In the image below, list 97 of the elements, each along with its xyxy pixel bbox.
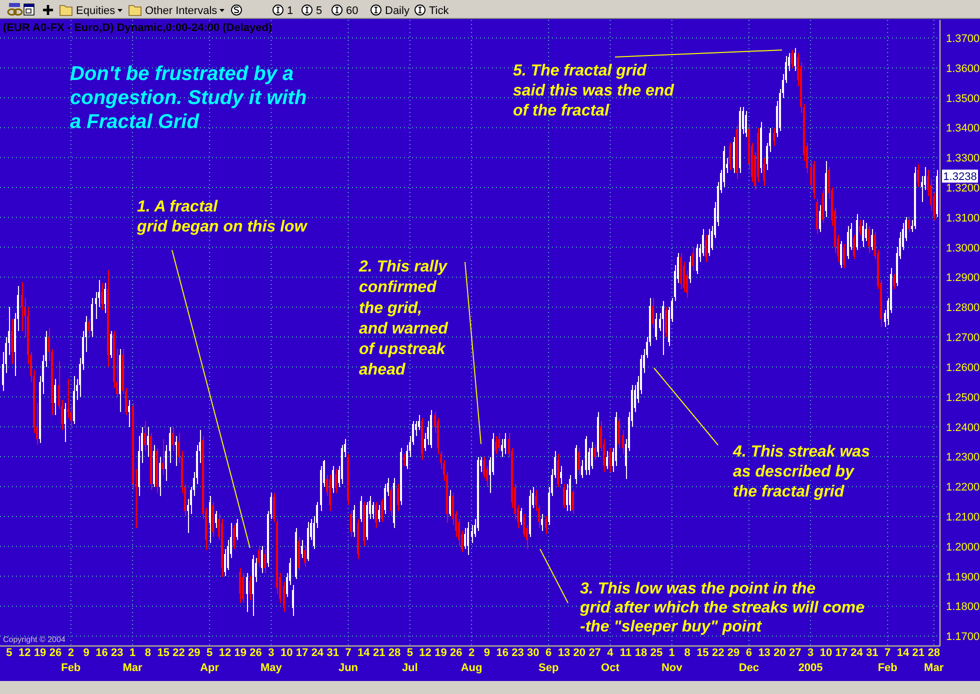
x-tick-label: 14 — [896, 647, 910, 659]
text: Don't be frustrated by a congestion. Study it with a Fractal Grid — [70, 63, 307, 133]
x-tick-label: 17 — [835, 647, 848, 659]
annotation: Copyright © 2004 — [3, 635, 66, 644]
x-tick-label: 9 — [83, 647, 90, 659]
annotation: 1.3238 — [943, 171, 977, 184]
text: Equities — [76, 5, 116, 17]
x-tick-label: 13 — [558, 647, 570, 659]
x-tick-label: 26 — [250, 647, 262, 659]
x-tick-label: 6 Sep — [538, 647, 559, 674]
x-tick-label: 1 Nov — [661, 647, 684, 674]
x-tick-label: 27 — [588, 647, 601, 659]
x-tick-label: 19 — [234, 647, 247, 659]
y-tick-label: 1.1700 — [946, 631, 980, 644]
y-tick-label: 1.3500 — [946, 92, 980, 105]
y-tick-label: 1.3600 — [946, 62, 980, 75]
x-tick-label: 8 — [144, 647, 151, 659]
x-tick-label: 7 Feb — [878, 647, 898, 674]
x-tick-label: 16 — [496, 647, 508, 659]
x-tick-label: 20 — [774, 647, 786, 659]
text: Other Intervals — [145, 5, 218, 17]
x-tick-label: 10 — [280, 647, 293, 659]
x-tick-label: 17 — [296, 647, 308, 659]
x-tick-label: 12 — [419, 647, 432, 659]
y-tick-label: 1.2100 — [946, 511, 980, 524]
x-tick-label: 25 — [650, 647, 663, 659]
x-tick-label: 26 — [49, 647, 62, 659]
x-tick-label: 5 Jul — [402, 647, 418, 674]
x-tick-label: 6 Dec — [738, 647, 760, 674]
x-tick-label: 9 — [484, 647, 490, 659]
x-tick-label: 22 — [172, 647, 185, 659]
x-tick-label: 28 Mar — [924, 647, 944, 674]
x-tick-label: 7 Jun — [338, 647, 358, 674]
x-tick-label: 13 — [758, 647, 770, 659]
candlestick — [175, 436, 177, 466]
y-tick-label: 1.3300 — [946, 152, 980, 165]
annotation: 4. This streak was as described by the fractal grid — [732, 444, 870, 501]
y-tick-label: 1.2700 — [946, 332, 980, 344]
annotation: 5. The fractal grid said this was the end of the fractal — [513, 62, 676, 120]
annotation: 2. This rally confirmed the grid, and warned of upstreak ahead — [358, 258, 450, 379]
text: Tick — [429, 5, 450, 17]
x-tick-label: 12 — [218, 647, 232, 659]
x-tick-label: 2 Aug — [460, 647, 482, 674]
y-tick-label: 1.2200 — [946, 482, 980, 494]
x-tick-label: 8 — [684, 647, 690, 659]
x-tick-label: 23 — [110, 647, 124, 659]
x-tick-label: 19 — [434, 647, 447, 659]
y-tick-label: 1.2900 — [946, 272, 980, 284]
y-tick-label: 1.1800 — [946, 601, 980, 614]
text: Daily — [385, 5, 410, 17]
x-tick-label: 26 — [450, 647, 462, 659]
y-tick-label: 1.1900 — [946, 571, 980, 584]
y-tick-label: 1.2300 — [946, 452, 980, 464]
x-tick-label: 1 Mar — [122, 647, 144, 674]
x-tick-label: 16 — [96, 647, 108, 659]
x-tick-label: 4 Oct — [601, 647, 620, 674]
x-tick-label: 2 Feb — [61, 647, 81, 674]
y-tick-label: 1.2500 — [946, 392, 980, 404]
x-tick-label: 18 — [634, 647, 648, 659]
x-tick-label: 15 — [696, 647, 709, 659]
x-tick-label: 19 — [34, 647, 46, 659]
x-tick-label: 15 — [157, 647, 170, 659]
x-tick-label: 24 — [311, 647, 324, 659]
y-tick-label: 1.3200 — [946, 182, 980, 194]
x-tick-label: 31 — [866, 647, 878, 659]
text: 1 — [287, 5, 294, 17]
x-tick-label: 14 — [358, 647, 371, 659]
x-tick-label: 20 — [573, 647, 586, 659]
x-tick-label: 31 — [326, 647, 339, 659]
text: 5 — [316, 5, 322, 17]
x-tick-label: 10 — [820, 647, 832, 659]
y-tick-label: 1.3100 — [946, 212, 980, 224]
y-tick-label: 1.2400 — [946, 422, 980, 434]
annotation: 1. A fractal grid began on this low — [136, 198, 308, 236]
annotation: 3. This low was the point in the grid after which the streaks will come -the "sleeper buy" point — [579, 580, 865, 636]
chart-subtitle: (EUR A0-FX - Euro,D) Dynamic,0:00-24:00 (Delayed) — [3, 22, 272, 34]
x-tick-label: 24 — [850, 647, 864, 659]
x-tick-label: 23 — [512, 647, 524, 659]
y-tick-label: 1.2000 — [946, 541, 980, 554]
text: 60 — [346, 5, 358, 17]
y-tick-label: 1.3700 — [946, 32, 980, 45]
x-tick-label: 22 — [712, 647, 724, 659]
x-tick-label: 12 — [18, 647, 31, 659]
x-tick-label: 11 — [620, 647, 632, 659]
y-tick-label: 1.3000 — [946, 242, 980, 254]
x-tick-label: 28 — [388, 647, 401, 659]
y-tick-label: 1.2800 — [946, 302, 980, 314]
x-tick-label: 5 — [6, 647, 12, 659]
y-tick-label: 1.3400 — [946, 122, 980, 135]
y-tick-label: 1.2600 — [946, 362, 980, 374]
x-tick-label: 5 Apr — [200, 647, 220, 674]
x-tick-label: 27 — [789, 647, 802, 659]
x-tick-label: 30 — [527, 647, 540, 659]
x-tick-label: 21 — [912, 647, 925, 659]
x-tick-label: 21 — [372, 647, 386, 659]
x-tick-label: 29 — [727, 647, 740, 659]
x-tick-label: 29 — [188, 647, 200, 659]
